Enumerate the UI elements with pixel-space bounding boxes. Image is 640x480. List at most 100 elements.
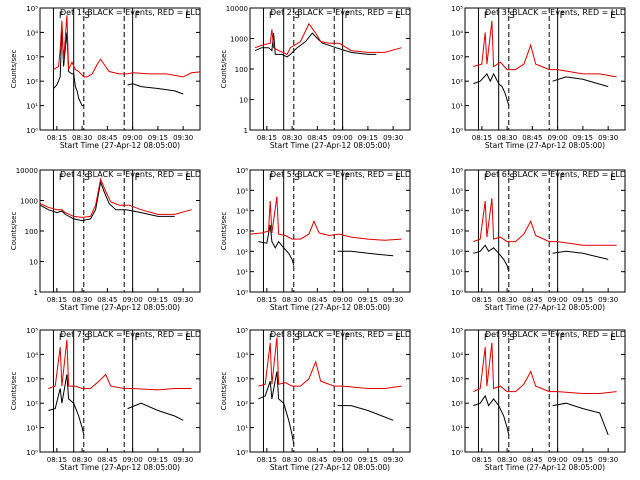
plot-frame — [249, 169, 411, 293]
marker-label: F — [484, 173, 489, 183]
x-tick-label: 09:30 — [598, 296, 618, 304]
y-tick-label: 1000 — [230, 36, 248, 44]
panel-title: Det 9: BLACK = Events, RED = LLD — [485, 330, 626, 339]
x-tick-label: 09:30 — [383, 296, 403, 304]
y-tick-label: 10⁰ — [236, 449, 248, 457]
panel-title: Det 4: BLACK = Events, RED = LLD — [60, 170, 201, 179]
marker-label: F — [269, 173, 274, 183]
plot-frame — [464, 169, 626, 293]
panel-det-1: Det 1: BLACK = Events, RED = LLD 10⁰ 10¹ 10… — [10, 5, 201, 150]
y-tick-label: 10¹ — [451, 103, 463, 111]
x-tick-label: 09:00 — [333, 134, 353, 142]
x-tick-label: 09:15 — [358, 134, 378, 142]
series-line-events-segment-2 — [552, 76, 609, 88]
x-tick-label: 09:15 — [573, 296, 593, 304]
marker-label: E — [185, 173, 191, 183]
marker-label: F — [345, 173, 350, 183]
y-tick-label: 10⁴ — [26, 29, 38, 37]
series-line-events-segment-2 — [552, 250, 609, 260]
y-tick-label: 10³ — [451, 376, 463, 384]
series-line-lld — [254, 22, 402, 56]
x-tick-label: 08:30 — [72, 134, 92, 142]
panel-title: Det 7: BLACK = Events, RED = LLD — [60, 330, 201, 339]
x-tick-label: 08:30 — [72, 296, 92, 304]
y-axis-label: Counts/sec — [220, 50, 228, 89]
x-tick-label: 09:15 — [148, 296, 168, 304]
x-tick-label: 09:30 — [173, 134, 193, 142]
x-tick-label: 09:30 — [383, 456, 403, 464]
marker-label: E — [610, 173, 616, 183]
x-tick-label: 09:00 — [548, 456, 568, 464]
panel-det-9: Det 9: BLACK = Events, RED = LLD 10⁰ 10¹ 10… — [451, 327, 626, 472]
x-tick-label: 09:30 — [173, 456, 193, 464]
marker-label: F — [59, 11, 64, 21]
x-tick-label: 09:15 — [573, 134, 593, 142]
y-tick-label: 10 — [29, 259, 38, 267]
y-tick-label: 10³ — [26, 54, 38, 62]
y-tick-label: 10¹ — [451, 269, 463, 277]
series-line-lld — [473, 342, 617, 394]
marker-label: F — [135, 173, 140, 183]
series-line-events-segment-2 — [127, 83, 184, 95]
y-tick-label: 10⁴ — [236, 351, 248, 359]
y-tick-label: 10⁰ — [451, 449, 463, 457]
y-tick-label: 10⁶ — [451, 167, 463, 175]
y-tick-label: 10¹ — [451, 425, 463, 433]
x-tick-label: 09:15 — [573, 456, 593, 464]
x-tick-label: 08:45 — [97, 134, 117, 142]
y-tick-label: 10⁵ — [451, 187, 463, 195]
marker-label: E — [610, 11, 616, 21]
series-line-lld — [473, 198, 617, 246]
series-line-events-segment-2 — [552, 402, 609, 436]
x-tick-label: 09:00 — [333, 296, 353, 304]
panel-det-5: Det 5: BLACK = Events, RED = LLD 10⁰ 10¹ 10… — [220, 167, 411, 312]
series-line-events — [39, 180, 175, 222]
x-tick-label: 08:45 — [307, 456, 327, 464]
y-tick-label: 10⁰ — [26, 127, 38, 135]
marker-label: E — [185, 11, 191, 21]
panel-det-3: Det 3: BLACK = Events, RED = LLD 10⁰ 10¹ 10… — [451, 5, 626, 150]
marker-label: F — [135, 333, 140, 343]
x-tick-label: 08:45 — [97, 296, 117, 304]
y-tick-label: 10⁵ — [26, 5, 38, 13]
panel-det-8: Det 8: BLACK = Events, RED = LLD 10⁰ 10¹ 10… — [220, 327, 411, 472]
series-line-events-segment-2 — [337, 250, 394, 257]
x-axis-label: Start Time (27-Apr-12 08:05:00) — [270, 141, 390, 150]
series-line-events — [254, 32, 377, 58]
y-tick-label: 10⁰ — [236, 289, 248, 297]
x-tick-label: 08:30 — [497, 134, 517, 142]
x-tick-label: 09:30 — [173, 296, 193, 304]
x-tick-label: 08:30 — [72, 456, 92, 464]
y-tick-label: 10² — [236, 248, 248, 256]
series-line-lld — [53, 15, 201, 78]
plot-frame — [39, 7, 201, 131]
y-tick-label: 10⁵ — [236, 327, 248, 335]
x-axis-label: Start Time (27-Apr-12 08:05:00) — [485, 141, 605, 150]
y-axis-label: Counts/sec — [220, 372, 228, 411]
x-tick-label: 08:30 — [282, 456, 302, 464]
series-line-events — [53, 25, 84, 107]
x-tick-label: 08:45 — [522, 296, 542, 304]
y-tick-label: 100 — [25, 228, 38, 236]
y-tick-label: 10⁵ — [451, 327, 463, 335]
y-tick-label: 10⁴ — [26, 351, 38, 359]
marker-label: S — [509, 333, 515, 343]
y-axis-label: Counts/sec — [220, 212, 228, 251]
y-axis-label: Counts/sec — [10, 372, 18, 411]
y-tick-label: 10⁰ — [26, 449, 38, 457]
marker-label: F — [59, 333, 64, 343]
series-line-events — [258, 371, 295, 445]
y-tick-label: 10⁴ — [236, 208, 248, 216]
x-tick-label: 08:30 — [497, 456, 517, 464]
x-tick-label: 08:15 — [257, 296, 277, 304]
x-tick-label: 08:15 — [257, 456, 277, 464]
series-line-events — [473, 394, 510, 436]
marker-label: E — [395, 11, 401, 21]
x-axis-label: Start Time (27-Apr-12 08:05:00) — [270, 463, 390, 472]
panel-title: Det 5: BLACK = Events, RED = LLD — [270, 170, 411, 179]
x-tick-label: 09:00 — [548, 134, 568, 142]
y-axis-label: Counts/sec — [10, 212, 18, 251]
y-tick-label: 10 — [239, 97, 248, 105]
plot-frame — [249, 7, 411, 131]
y-tick-label: 10⁰ — [451, 127, 463, 135]
